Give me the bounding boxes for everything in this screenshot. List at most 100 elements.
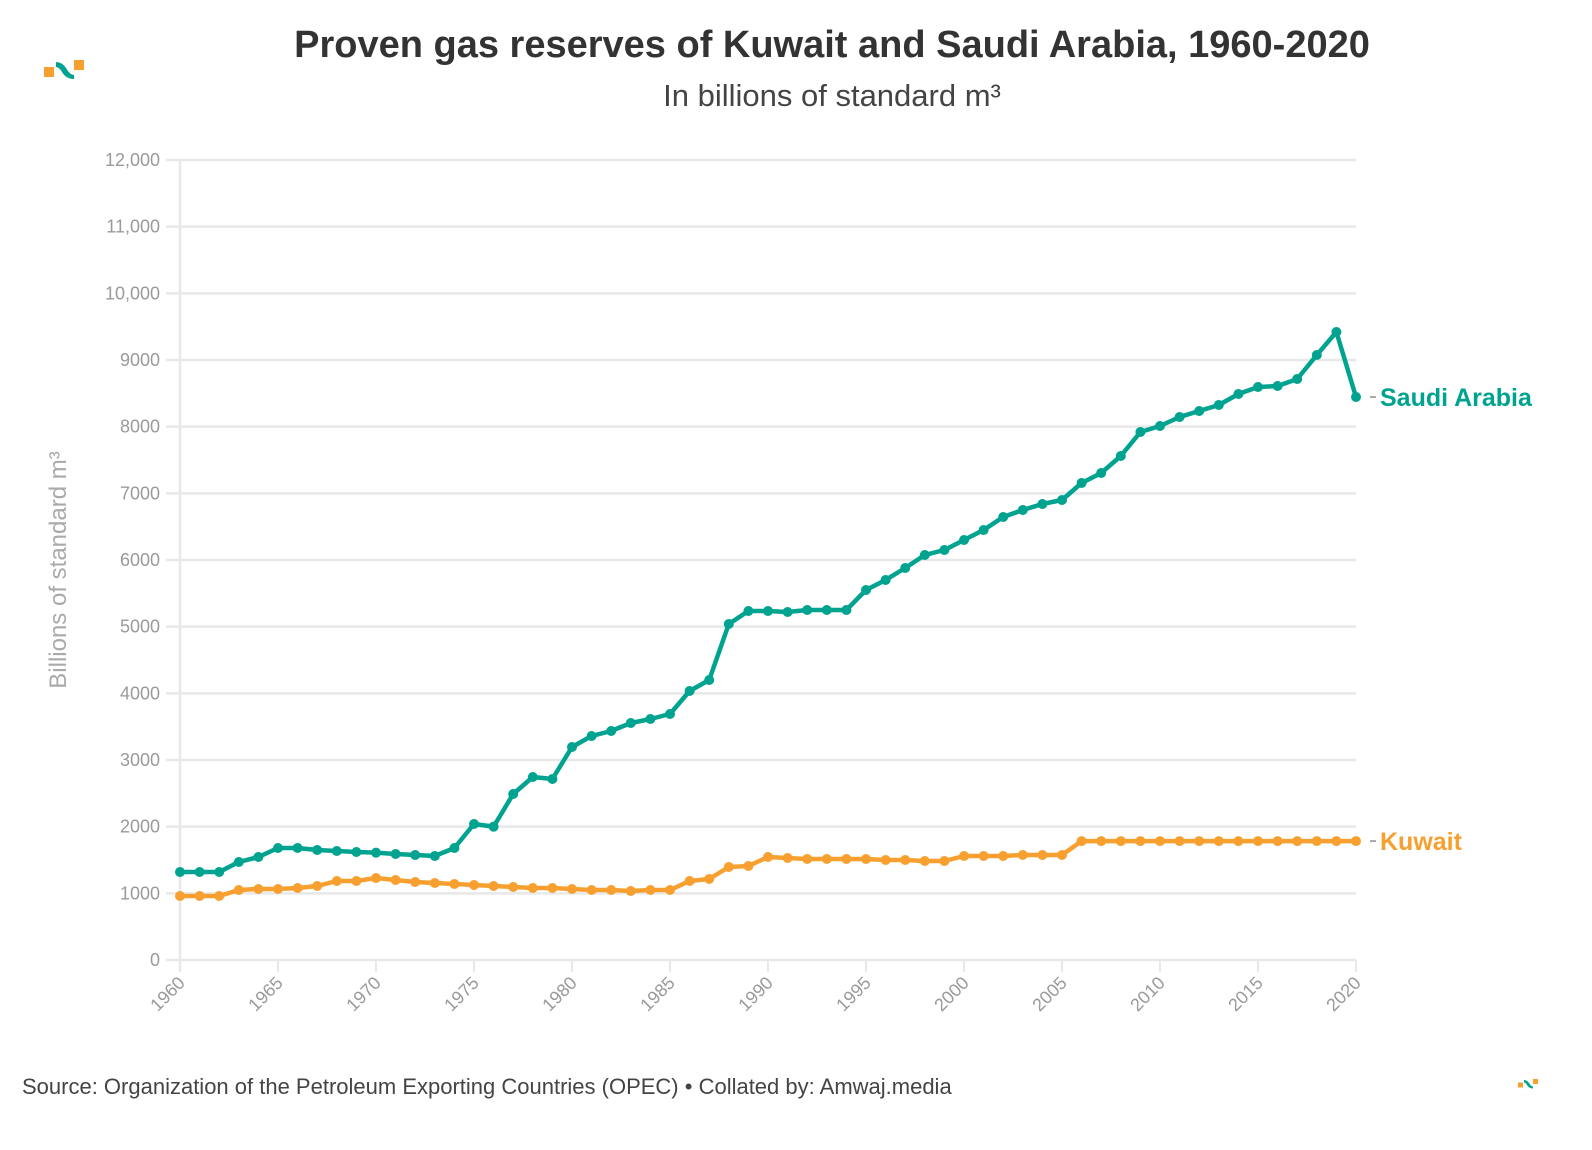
series-label: Saudi Arabia bbox=[1380, 384, 1533, 412]
data-point bbox=[1272, 381, 1283, 391]
data-point bbox=[175, 867, 185, 877]
data-point bbox=[645, 885, 656, 895]
y-tick-label: 12,000 bbox=[105, 150, 160, 170]
y-axis-title: Billions of standard m³ bbox=[45, 451, 72, 688]
x-tick-label: 1995 bbox=[832, 973, 874, 1015]
data-point bbox=[1115, 451, 1126, 461]
data-point bbox=[1253, 836, 1263, 847]
data-point bbox=[351, 876, 362, 886]
data-point bbox=[645, 714, 656, 724]
data-point bbox=[704, 874, 715, 884]
data-point bbox=[1057, 850, 1067, 860]
data-point bbox=[802, 605, 813, 615]
data-point bbox=[802, 854, 813, 864]
data-point bbox=[273, 843, 283, 853]
data-point bbox=[959, 851, 969, 861]
data-point bbox=[959, 535, 969, 545]
data-point bbox=[880, 575, 891, 585]
data-point bbox=[1037, 850, 1048, 860]
data-point bbox=[821, 854, 832, 864]
x-tick-label: 1965 bbox=[244, 973, 286, 1015]
data-point bbox=[1213, 836, 1224, 847]
data-point bbox=[821, 605, 832, 615]
data-point bbox=[233, 857, 244, 867]
source-note: Source: Organization of the Petroleum Ex… bbox=[22, 1074, 952, 1099]
data-point bbox=[1017, 850, 1028, 860]
data-point bbox=[371, 873, 381, 883]
data-point bbox=[547, 774, 558, 784]
data-point bbox=[469, 819, 479, 829]
data-point bbox=[312, 881, 323, 891]
data-point bbox=[1135, 836, 1146, 847]
data-point bbox=[1135, 427, 1146, 437]
y-tick-label: 0 bbox=[150, 950, 160, 970]
data-point bbox=[508, 789, 519, 799]
data-point bbox=[684, 876, 695, 886]
y-tick-label: 2000 bbox=[120, 817, 160, 837]
data-point bbox=[782, 607, 793, 617]
x-tick-label: 2020 bbox=[1322, 973, 1364, 1015]
data-point bbox=[704, 675, 715, 685]
y-tick-label: 9000 bbox=[120, 350, 160, 370]
data-point bbox=[194, 891, 205, 901]
y-tick-label: 8000 bbox=[120, 417, 160, 437]
data-point bbox=[1076, 478, 1087, 488]
data-point bbox=[214, 891, 225, 901]
x-tick-label: 2000 bbox=[930, 973, 972, 1015]
data-point bbox=[1351, 836, 1361, 847]
data-point bbox=[1096, 836, 1107, 847]
data-point bbox=[998, 512, 1009, 522]
data-point bbox=[919, 856, 930, 866]
data-point bbox=[1155, 421, 1165, 431]
data-point bbox=[1096, 468, 1107, 478]
x-tick-label: 2015 bbox=[1224, 973, 1266, 1015]
data-point bbox=[312, 845, 323, 855]
data-point bbox=[1174, 412, 1185, 422]
data-point bbox=[1115, 836, 1126, 847]
data-point bbox=[1233, 836, 1244, 847]
chart-title: Proven gas reserves of Kuwait and Saudi … bbox=[294, 24, 1370, 66]
data-point bbox=[625, 886, 636, 896]
data-point bbox=[861, 854, 871, 864]
x-tick-label: 1990 bbox=[734, 973, 776, 1015]
data-point bbox=[410, 850, 421, 860]
data-point bbox=[743, 606, 754, 616]
x-tick-label: 1970 bbox=[342, 973, 384, 1015]
data-point bbox=[900, 563, 911, 573]
y-tick-label: 10,000 bbox=[105, 283, 160, 303]
data-point bbox=[488, 881, 499, 891]
data-point bbox=[469, 880, 479, 890]
data-point bbox=[1155, 836, 1165, 847]
data-point bbox=[233, 885, 244, 895]
x-tick-label: 1960 bbox=[146, 973, 188, 1015]
data-point bbox=[331, 876, 342, 886]
data-point bbox=[743, 861, 754, 871]
x-tick-label: 2005 bbox=[1028, 973, 1070, 1015]
data-point bbox=[841, 605, 852, 615]
data-point bbox=[292, 843, 303, 853]
data-point bbox=[1292, 836, 1303, 847]
amwaj-logo-icon bbox=[44, 60, 84, 79]
data-point bbox=[292, 883, 303, 893]
data-point bbox=[723, 862, 734, 872]
data-point bbox=[351, 847, 362, 857]
data-point bbox=[1174, 836, 1185, 847]
data-point bbox=[665, 709, 675, 719]
data-point bbox=[1292, 374, 1303, 384]
data-point bbox=[939, 545, 950, 555]
data-point bbox=[527, 772, 538, 782]
data-point bbox=[488, 821, 499, 832]
data-point bbox=[1076, 836, 1087, 847]
data-point bbox=[390, 849, 401, 859]
data-point bbox=[586, 885, 597, 895]
data-point bbox=[429, 851, 440, 861]
data-point bbox=[1037, 499, 1048, 509]
data-point bbox=[449, 879, 460, 889]
data-point bbox=[567, 884, 577, 894]
data-point bbox=[606, 885, 617, 895]
series-label: Kuwait bbox=[1380, 828, 1463, 856]
x-tick-label: 1975 bbox=[440, 973, 482, 1015]
data-point bbox=[1017, 505, 1028, 515]
x-tick-label: 1980 bbox=[538, 973, 580, 1015]
